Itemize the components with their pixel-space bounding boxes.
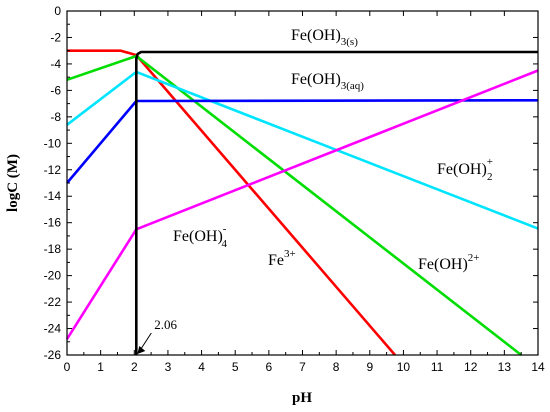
- y-tick-label: -26: [44, 348, 62, 362]
- tick-labels: 0 1 2 3 4 5 6 7 8 9 10 11 12 13 140-2-4-6-8-10-12-14-1…: [44, 4, 545, 374]
- y-tick-label: 0: [54, 4, 61, 18]
- plot-frame: [66, 10, 539, 356]
- y-tick-label: -8: [50, 110, 61, 124]
- series-fe3: [67, 49, 396, 356]
- x-tick-label: 0: [64, 360, 71, 374]
- series-feoh3s: [135, 50, 538, 355]
- y-tick-label: -4: [50, 57, 61, 71]
- y-axis-title: logC (M): [5, 154, 21, 212]
- x-tick-label: 2: [131, 360, 138, 374]
- x-tick-label: 11: [431, 360, 444, 374]
- x-tick-label: 12: [464, 360, 478, 374]
- label-fe-3-plus: Fe3+: [268, 248, 296, 269]
- label-fe-oh-2-plus-dication: Fe(OH)2+: [418, 252, 479, 273]
- y-tick-label: -18: [44, 242, 62, 256]
- series-feoh4: [65, 69, 539, 340]
- y-tick-label: -12: [44, 163, 62, 177]
- label-fe-oh-3-solid: Fe(OH)3(s): [291, 27, 358, 48]
- x-tick-label: 13: [498, 360, 512, 374]
- x-tick-label: 6: [266, 360, 273, 374]
- x-tick-label: 7: [299, 360, 306, 374]
- x-tick-label: 1: [97, 360, 104, 374]
- annotation-arrow-head: [137, 346, 146, 354]
- x-tick-label: 4: [198, 360, 205, 374]
- plot-lines: [65, 49, 539, 357]
- series-feoh2p: [66, 70, 539, 230]
- label-fe-oh-3-aqueous: Fe(OH)3(aq): [291, 71, 364, 92]
- y-tick-label: -20: [44, 269, 62, 283]
- x-axis-title: pH: [292, 390, 312, 406]
- x-tick-label: 8: [333, 360, 340, 374]
- y-tick-label: -14: [44, 189, 62, 203]
- x-tick-label: 9: [366, 360, 373, 374]
- label-fe-oh-2-plus: Fe(OH)+ 2: [437, 156, 493, 183]
- y-tick-label: -2: [50, 30, 61, 44]
- y-tick-label: -10: [44, 136, 62, 150]
- x-tick-label: 14: [531, 360, 545, 374]
- x-tick-label: 3: [165, 360, 172, 374]
- x-tick-label: 5: [232, 360, 239, 374]
- annotation-2-06: 2.06: [154, 317, 177, 332]
- y-tick-label: -22: [44, 295, 62, 309]
- x-tick-label: 10: [397, 360, 411, 374]
- label-fe-oh-4-minus: Fe(OH)-4: [173, 223, 227, 250]
- y-tick-label: -16: [44, 216, 62, 230]
- y-tick-label: -6: [50, 83, 61, 97]
- axis-ticks: [66, 10, 539, 356]
- y-tick-label: -24: [44, 322, 62, 336]
